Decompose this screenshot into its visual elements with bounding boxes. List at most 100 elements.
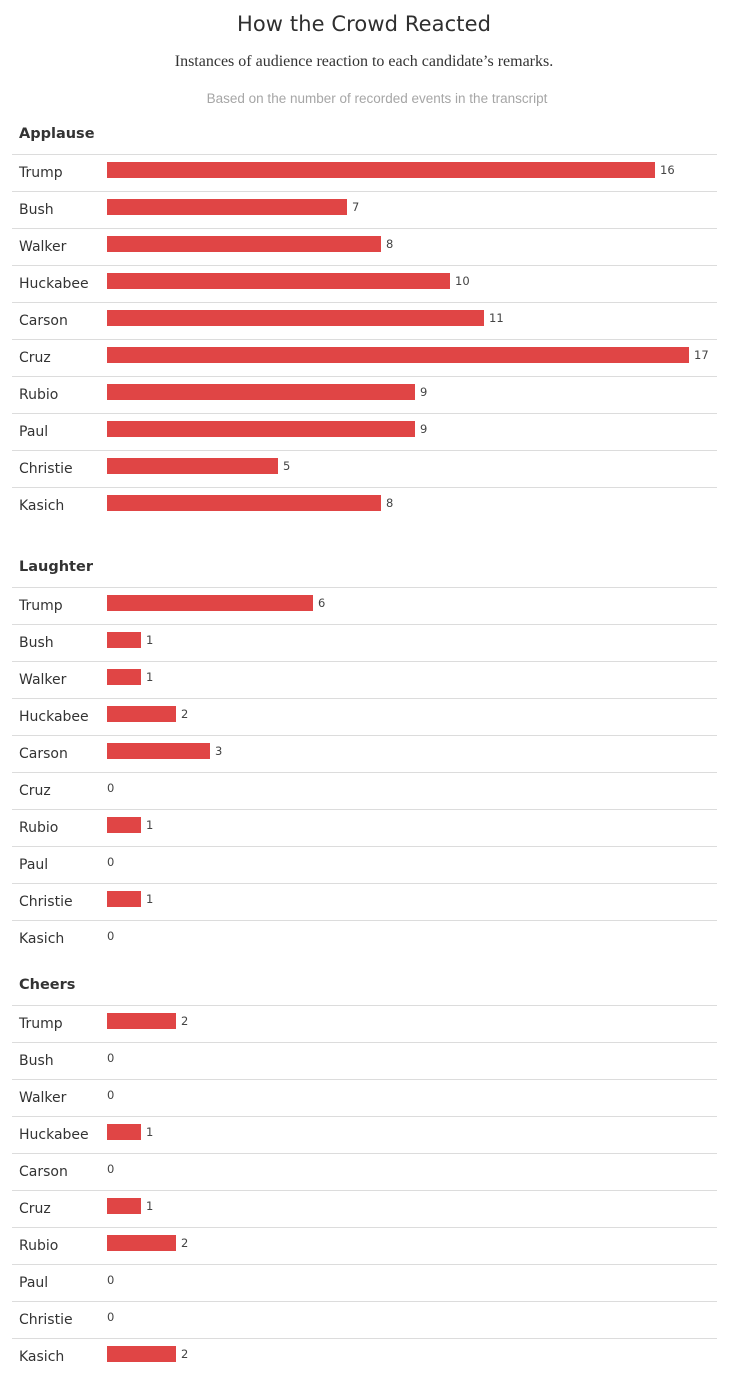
value-label: 0 [107, 1051, 115, 1065]
category-label: Christie [19, 1312, 73, 1328]
chart-row-laughter-huckabee: Huckabee 2 [12, 698, 717, 735]
category-label: Walker [19, 672, 67, 688]
section-title-cheers: Cheers [19, 977, 76, 993]
category-label: Rubio [19, 820, 59, 836]
value-label: 9 [420, 385, 428, 399]
value-label: 7 [352, 200, 360, 214]
value-label: 0 [107, 1273, 115, 1287]
bar-applause-trump [107, 162, 655, 178]
category-label: Trump [19, 598, 63, 614]
bar-cheers-cruz [107, 1198, 141, 1214]
chart-row-cheers-christie: Christie 0 [12, 1301, 717, 1338]
value-label: 0 [107, 1162, 115, 1176]
value-label: 1 [146, 818, 154, 832]
bar-applause-carson [107, 310, 484, 326]
value-label: 17 [694, 348, 709, 362]
chart-row-cheers-paul: Paul 0 [12, 1264, 717, 1301]
chart-row-laughter-christie: Christie 1 [12, 883, 717, 920]
value-label: 8 [386, 496, 394, 510]
chart-row-cheers-bush: Bush 0 [12, 1042, 717, 1079]
bar-cheers-rubio [107, 1235, 176, 1251]
value-label: 8 [386, 237, 394, 251]
chart-row-laughter-trump: Trump 6 [12, 587, 717, 624]
chart-row-applause-paul: Paul 9 [12, 413, 717, 450]
chart-row-laughter-rubio: Rubio 1 [12, 809, 717, 846]
category-label: Kasich [19, 498, 65, 514]
bar-applause-huckabee [107, 273, 450, 289]
chart-row-applause-huckabee: Huckabee 10 [12, 265, 717, 302]
category-label: Huckabee [19, 709, 89, 725]
bar-applause-paul [107, 421, 415, 437]
bar-laughter-rubio [107, 817, 141, 833]
bar-cheers-kasich [107, 1346, 176, 1362]
value-label: 1 [146, 892, 154, 906]
category-label: Bush [19, 635, 54, 651]
bar-cheers-trump [107, 1013, 176, 1029]
bar-applause-christie [107, 458, 278, 474]
value-label: 9 [420, 422, 428, 436]
chart-row-cheers-trump: Trump 2 [12, 1005, 717, 1042]
value-label: 2 [181, 1236, 189, 1250]
chart-row-laughter-kasich: Kasich 0 [12, 920, 717, 957]
value-label: 1 [146, 1199, 154, 1213]
bar-laughter-huckabee [107, 706, 176, 722]
category-label: Christie [19, 894, 73, 910]
category-label: Cruz [19, 783, 51, 799]
bar-laughter-bush [107, 632, 141, 648]
category-label: Walker [19, 1090, 67, 1106]
value-label: 1 [146, 1125, 154, 1139]
bar-laughter-trump [107, 595, 313, 611]
bar-laughter-walker [107, 669, 141, 685]
category-label: Bush [19, 1053, 54, 1069]
chart-row-cheers-cruz: Cruz 1 [12, 1190, 717, 1227]
value-label: 10 [455, 274, 470, 288]
value-label: 0 [107, 781, 115, 795]
value-label: 1 [146, 670, 154, 684]
chart-row-cheers-carson: Carson 0 [12, 1153, 717, 1190]
bar-laughter-carson [107, 743, 210, 759]
category-label: Walker [19, 239, 67, 255]
value-label: 2 [181, 707, 189, 721]
category-label: Cruz [19, 350, 51, 366]
chart-row-laughter-paul: Paul 0 [12, 846, 717, 883]
bar-applause-bush [107, 199, 347, 215]
value-label: 0 [107, 929, 115, 943]
bar-applause-walker [107, 236, 381, 252]
category-label: Trump [19, 165, 63, 181]
category-label: Paul [19, 424, 49, 440]
value-label: 2 [181, 1014, 189, 1028]
category-label: Carson [19, 313, 68, 329]
value-label: 6 [318, 596, 326, 610]
bar-applause-cruz [107, 347, 689, 363]
chart-row-laughter-cruz: Cruz 0 [12, 772, 717, 809]
category-label: Carson [19, 1164, 68, 1180]
category-label: Christie [19, 461, 73, 477]
category-label: Paul [19, 857, 49, 873]
category-label: Bush [19, 202, 54, 218]
chart-subtitle: Instances of audience reaction to each c… [174, 53, 554, 70]
value-label: 3 [215, 744, 223, 758]
chart-row-cheers-walker: Walker 0 [12, 1079, 717, 1116]
chart-row-applause-trump: Trump 16 [12, 154, 717, 191]
chart-row-laughter-walker: Walker 1 [12, 661, 717, 698]
category-label: Kasich [19, 931, 65, 947]
value-label: 0 [107, 1310, 115, 1324]
chart-row-cheers-kasich: Kasich 2 [12, 1338, 717, 1375]
chart-row-applause-christie: Christie 5 [12, 450, 717, 487]
chart-row-applause-walker: Walker 8 [12, 228, 717, 265]
bar-laughter-christie [107, 891, 141, 907]
chart-row-applause-kasich: Kasich 8 [12, 487, 717, 524]
value-label: 16 [660, 163, 675, 177]
chart-row-laughter-carson: Carson 3 [12, 735, 717, 772]
category-label: Paul [19, 1275, 49, 1291]
chart-row-cheers-rubio: Rubio 2 [12, 1227, 717, 1264]
chart-row-applause-cruz: Cruz 17 [12, 339, 717, 376]
chart-title: How the Crowd Reacted [236, 12, 492, 36]
section-title-applause: Applause [19, 126, 95, 142]
category-label: Carson [19, 746, 68, 762]
section-title-laughter: Laughter [19, 559, 93, 575]
category-label: Trump [19, 1016, 63, 1032]
category-label: Huckabee [19, 276, 89, 292]
chart-row-cheers-huckabee: Huckabee 1 [12, 1116, 717, 1153]
category-label: Rubio [19, 1238, 59, 1254]
